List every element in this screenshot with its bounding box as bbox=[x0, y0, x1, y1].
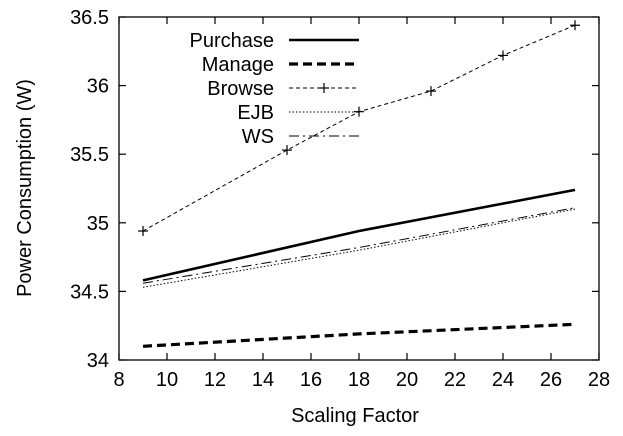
data-point-browse bbox=[282, 145, 292, 156]
series-line-ws bbox=[142, 207, 576, 284]
y-axis-label: Power Consumption (W) bbox=[14, 79, 36, 297]
series-group bbox=[138, 20, 580, 348]
x-tick-label: 12 bbox=[204, 369, 226, 391]
data-point-browse bbox=[498, 50, 508, 61]
x-tick-label: 8 bbox=[113, 369, 124, 391]
y-tick-label: 34.5 bbox=[70, 281, 109, 303]
y-tick-label: 35.5 bbox=[70, 144, 109, 166]
y-tick-label: 36 bbox=[87, 76, 109, 98]
series-line-ejb bbox=[142, 208, 576, 288]
legend-label-purchase: Purchase bbox=[190, 30, 275, 52]
y-ticks: 34 34.5 35 35.5 36 36.5 bbox=[70, 7, 599, 372]
x-tick-label: 10 bbox=[156, 369, 178, 391]
x-tick-label: 18 bbox=[348, 369, 370, 391]
legend-marker-browse bbox=[319, 83, 329, 93]
series-line-browse bbox=[142, 24, 576, 232]
legend-label-browse: Browse bbox=[207, 78, 274, 100]
x-tick-label: 16 bbox=[300, 369, 322, 391]
data-point-browse bbox=[570, 20, 580, 31]
x-tick-label: 26 bbox=[540, 369, 562, 391]
x-axis-label: Scaling Factor bbox=[291, 405, 419, 427]
y-tick-label: 36.5 bbox=[70, 7, 109, 29]
y-tick-label: 34 bbox=[87, 350, 109, 372]
x-ticks: 8 10 12 14 16 18 20 22 24 26 28 bbox=[113, 17, 610, 391]
plot-frame bbox=[118, 16, 600, 361]
x-tick-label: 14 bbox=[252, 369, 274, 391]
data-point-browse bbox=[426, 86, 436, 97]
x-tick-label: 28 bbox=[588, 369, 610, 391]
series-line-purchase bbox=[142, 188, 576, 282]
axes bbox=[118, 16, 600, 361]
x-tick-label: 24 bbox=[492, 369, 514, 391]
x-tick-label: 20 bbox=[396, 369, 418, 391]
series-line-manage bbox=[142, 322, 576, 348]
y-tick-label: 35 bbox=[87, 213, 109, 235]
legend-label-ws: WS bbox=[242, 126, 274, 148]
x-tick-label: 22 bbox=[444, 369, 466, 391]
legend-label-manage: Manage bbox=[202, 54, 274, 76]
legend-label-ejb: EJB bbox=[237, 102, 274, 124]
data-point-browse bbox=[138, 226, 148, 237]
